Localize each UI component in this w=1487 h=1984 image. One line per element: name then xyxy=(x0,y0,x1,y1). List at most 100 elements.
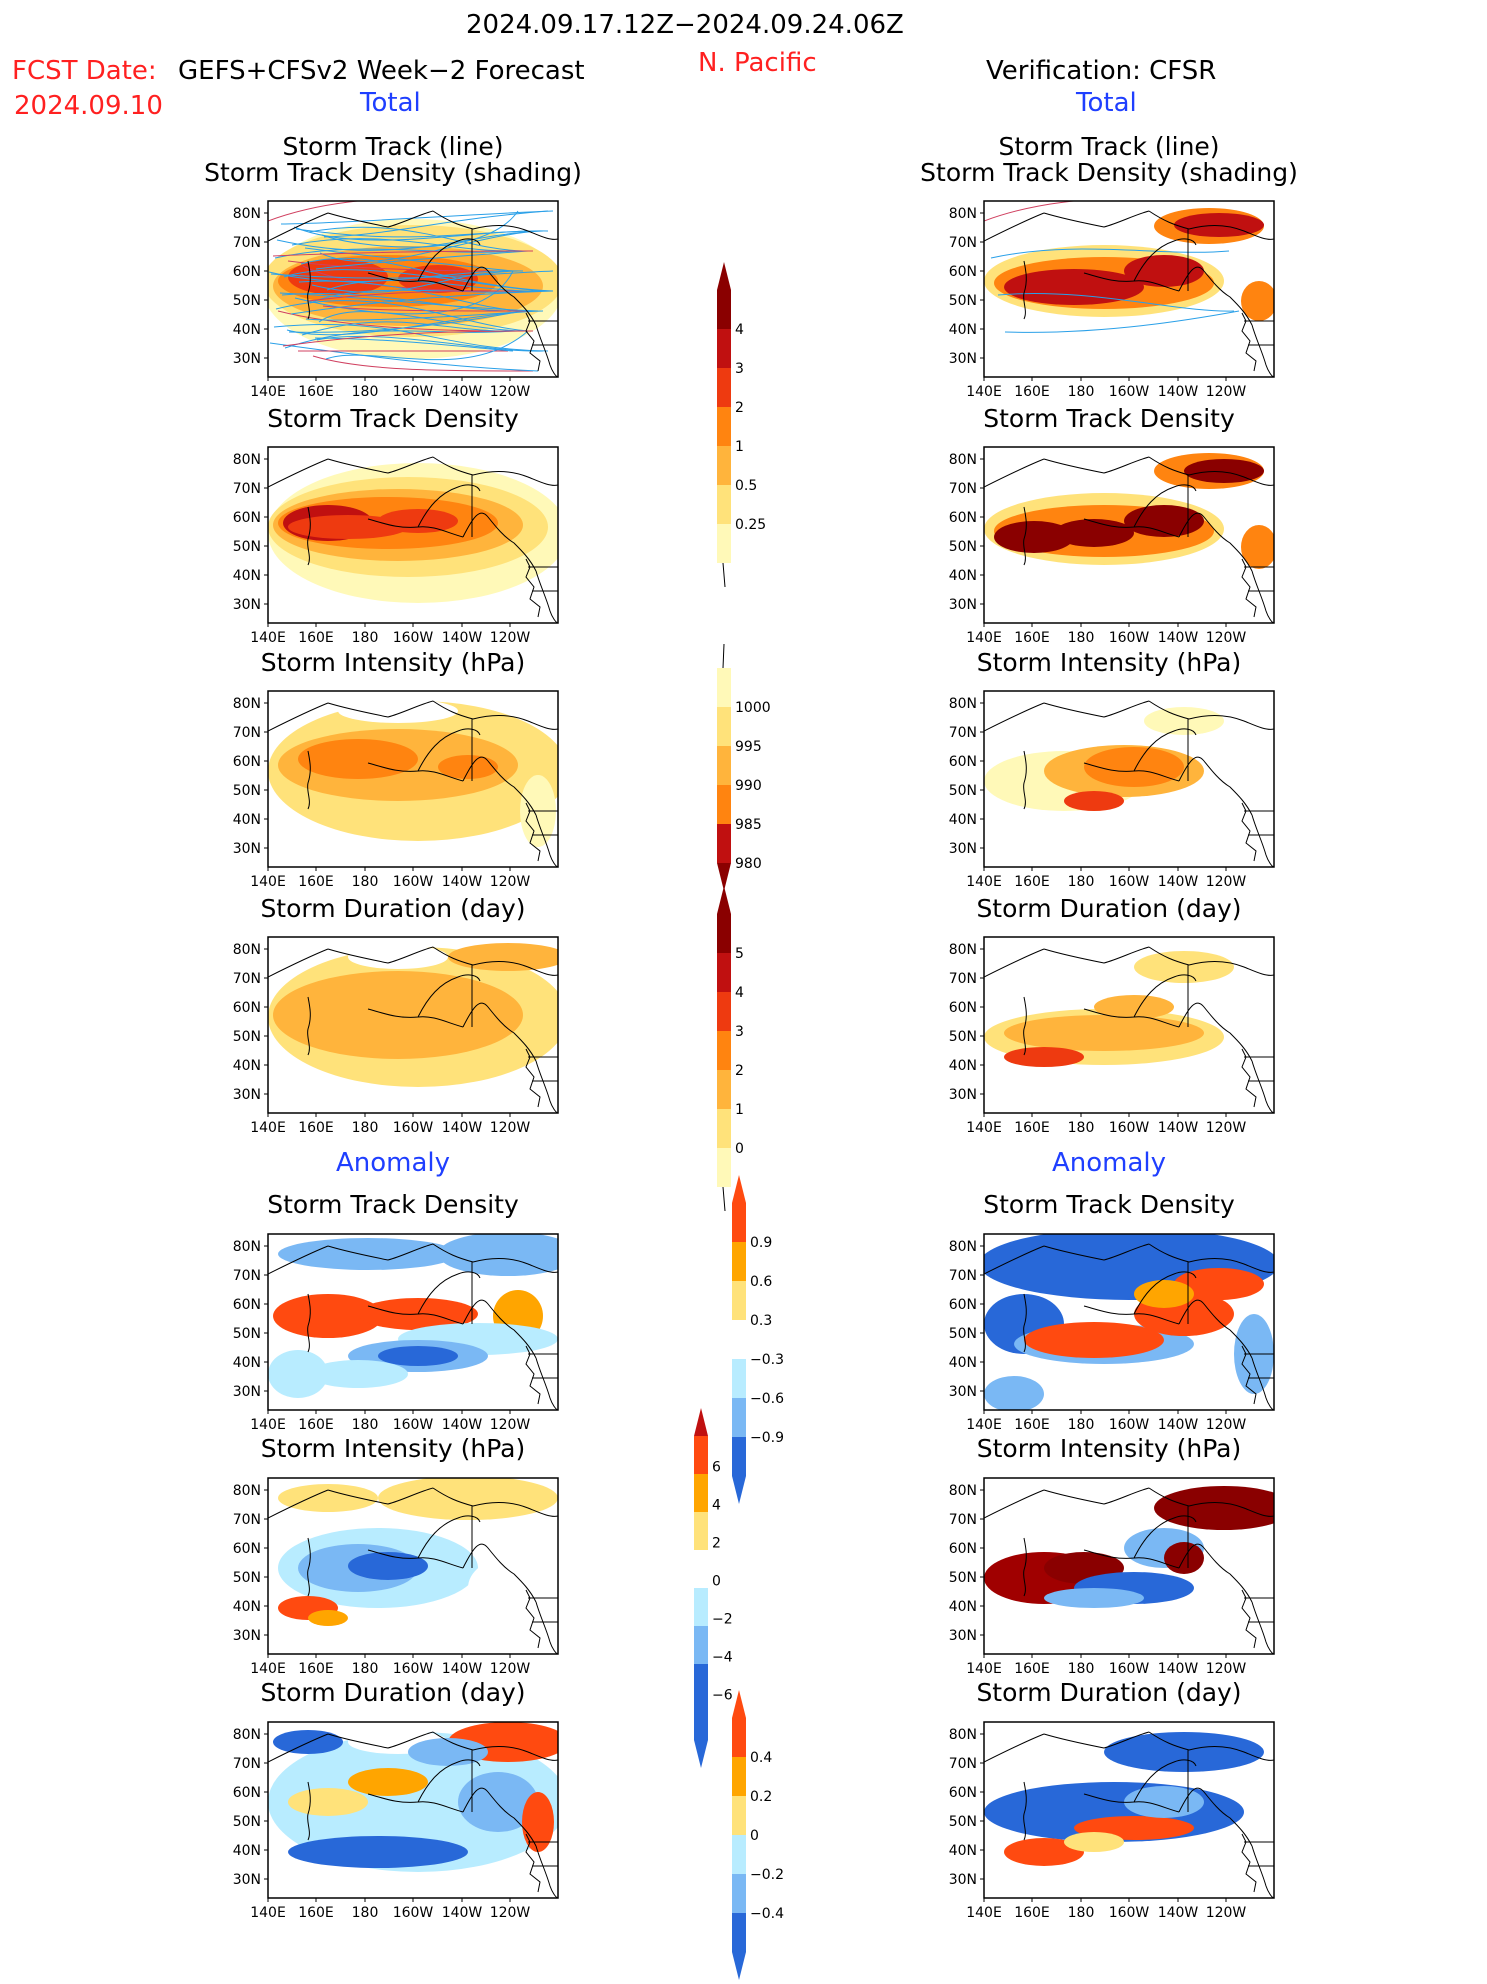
lat-tick-label: 60N xyxy=(949,510,977,526)
storm-track-line xyxy=(287,260,509,272)
colorbar-swatch xyxy=(694,1550,708,1588)
shade-region xyxy=(1184,459,1264,483)
shade-region xyxy=(288,1836,468,1868)
colorbar-swatch xyxy=(717,824,731,863)
lon-tick-label: 120W xyxy=(1206,1120,1247,1136)
shade-region xyxy=(378,1478,558,1520)
shade-region xyxy=(1241,281,1274,321)
lon-tick-label: 120W xyxy=(490,874,531,890)
storm-track-line xyxy=(990,248,1230,259)
lat-tick-label: 80N xyxy=(949,696,977,712)
colorbar-swatch xyxy=(694,1626,708,1664)
map-panel-r2: 80N 70N 60N 50N 40N 30N 140E 160E 180 160W 140W 120… xyxy=(949,446,1275,646)
lon-tick-label: 140W xyxy=(442,630,483,646)
shade-region xyxy=(288,1788,368,1816)
lon-tick-label: 140W xyxy=(442,1661,483,1677)
storm-track-line xyxy=(312,355,534,372)
map-shading xyxy=(268,1234,558,1410)
lon-tick-label: 180 xyxy=(352,874,379,890)
lat-tick-label: 50N xyxy=(949,1326,977,1342)
map-panel-r3: 80N 70N 60N 50N 40N 30N 140E 160E 180 160W 140W 120… xyxy=(949,690,1275,890)
lon-tick-label: 120W xyxy=(490,384,531,400)
map-shading xyxy=(984,1478,1274,1654)
lat-tick-label: 30N xyxy=(949,841,977,857)
lat-tick-label: 80N xyxy=(949,942,977,958)
lon-tick-label: 140E xyxy=(250,1120,286,1136)
shade-region xyxy=(1174,1268,1264,1300)
shade-region xyxy=(1174,213,1264,237)
lon-tick-label: 180 xyxy=(1068,1120,1095,1136)
lat-tick-label: 80N xyxy=(949,206,977,222)
fcst-model-label: GEFS+CFSv2 Week−2 Forecast xyxy=(178,56,585,86)
lat-tick-label: 60N xyxy=(949,1541,977,1557)
colorbar-label: −0.3 xyxy=(750,1352,784,1368)
lon-tick-label: 160W xyxy=(1109,874,1150,890)
lon-tick-label: 160E xyxy=(1014,384,1050,400)
lon-tick-label: 120W xyxy=(1206,1417,1247,1433)
shade-region xyxy=(1144,707,1224,735)
map-panel-r7: 80N 70N 60N 50N 40N 30N 140E 160E 180 160W 140W 120… xyxy=(949,1721,1275,1921)
colorbar-swatch xyxy=(717,524,731,563)
shade-region xyxy=(278,1238,458,1270)
title-r1-shading: Storm Track Density (shading) xyxy=(920,158,1298,187)
colorbar-swatch xyxy=(717,668,731,707)
colorbar-label: 1000 xyxy=(735,700,771,716)
lon-tick-label: 180 xyxy=(352,1661,379,1677)
colorbar-swatch xyxy=(717,1070,731,1109)
fcst-date-label: FCST Date: xyxy=(12,56,157,86)
lat-tick-label: 80N xyxy=(233,1727,261,1743)
colorbar-label: 6 xyxy=(712,1459,721,1475)
lat-tick-label: 40N xyxy=(233,1058,261,1074)
storm-track-line xyxy=(319,230,539,262)
shade-region xyxy=(298,739,418,779)
colorbar-swatch xyxy=(732,1359,746,1398)
shade-region xyxy=(348,1552,428,1580)
lat-tick-label: 30N xyxy=(233,841,261,857)
lon-tick-label: 160W xyxy=(1109,1417,1150,1433)
colorbar-label: −4 xyxy=(712,1649,733,1665)
lat-tick-label: 50N xyxy=(949,783,977,799)
storm-track-line xyxy=(308,226,524,252)
colorbar-swatch xyxy=(717,914,731,953)
coastline xyxy=(984,210,1274,377)
title-l4: Storm Duration (day) xyxy=(260,894,526,923)
lat-tick-label: 50N xyxy=(949,539,977,555)
lat-tick-label: 40N xyxy=(233,568,261,584)
map-shading xyxy=(268,691,558,867)
lon-tick-label: 140W xyxy=(442,1120,483,1136)
map-shading xyxy=(984,937,1274,1113)
map-shading xyxy=(984,691,1274,867)
shade-region xyxy=(438,1234,558,1276)
shade-region xyxy=(448,943,558,971)
lat-tick-label: 70N xyxy=(233,1512,261,1528)
lon-tick-label: 160W xyxy=(393,1417,434,1433)
colorbar-swatch xyxy=(694,1588,708,1626)
map-shading xyxy=(268,937,558,1113)
colorbar-swatch xyxy=(694,1664,708,1702)
lon-tick-label: 120W xyxy=(490,1120,531,1136)
shade-region xyxy=(408,1738,488,1766)
lon-tick-label: 160E xyxy=(1014,1661,1050,1677)
coastline xyxy=(268,1243,558,1410)
lon-tick-label: 140E xyxy=(250,1905,286,1921)
colorbar-swatch xyxy=(694,1512,708,1550)
lat-tick-label: 70N xyxy=(949,1268,977,1284)
lat-tick-label: 80N xyxy=(233,452,261,468)
shade-region xyxy=(1124,1786,1204,1818)
title-l2: Storm Track Density xyxy=(267,404,519,433)
colorbar-label: −0.6 xyxy=(750,1391,784,1407)
storm-track-line xyxy=(269,342,539,372)
lat-tick-label: 40N xyxy=(949,568,977,584)
lat-tick-label: 70N xyxy=(949,1512,977,1528)
lon-tick-label: 140E xyxy=(966,1905,1002,1921)
shade-region xyxy=(348,945,448,969)
colorbar-swatch xyxy=(717,1148,731,1187)
lat-tick-label: 30N xyxy=(949,597,977,613)
coastline xyxy=(984,700,1274,867)
colorbar-swatch xyxy=(694,1436,708,1474)
storm-track-line xyxy=(272,250,534,257)
lon-tick-label: 160W xyxy=(393,1120,434,1136)
coastline xyxy=(268,700,558,867)
lon-tick-label: 160W xyxy=(1109,1120,1150,1136)
colorbar-label: 3 xyxy=(735,1024,744,1040)
